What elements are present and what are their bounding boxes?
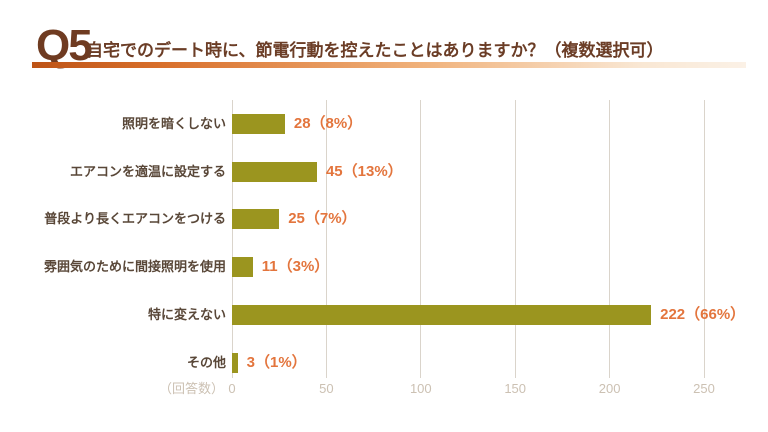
grid-line bbox=[420, 100, 422, 378]
bar bbox=[232, 305, 652, 325]
grid-line bbox=[703, 100, 705, 378]
category-label: 照明を暗くしない bbox=[121, 116, 226, 131]
axis-tick-label: 200 bbox=[598, 381, 621, 396]
value-label: 28（8%） bbox=[293, 115, 363, 132]
bar bbox=[232, 353, 238, 373]
axis-tick-label: 0 bbox=[228, 381, 236, 396]
bar bbox=[232, 114, 285, 134]
category-label: 特に変えない bbox=[147, 307, 226, 322]
axis-tick-label: 100 bbox=[409, 381, 432, 396]
grid-line bbox=[231, 100, 233, 378]
axis-unit-label: （回答数） bbox=[158, 381, 224, 396]
category-label: 普段より長くエアコンをつける bbox=[44, 211, 226, 226]
question-number: Q5 bbox=[36, 21, 93, 70]
bar bbox=[232, 209, 280, 229]
value-label: 45（13%） bbox=[325, 163, 403, 180]
bar bbox=[232, 162, 317, 182]
value-label: 11（3%） bbox=[261, 258, 330, 275]
axis-tick-label: 50 bbox=[319, 381, 334, 396]
grid-line bbox=[514, 100, 516, 378]
value-label: 3（1%） bbox=[246, 354, 307, 371]
question-text: 自宅でのデート時に、節電行動を控えたことはありますか？（複数選択可） bbox=[86, 41, 664, 60]
bar bbox=[232, 257, 253, 277]
grid-line bbox=[325, 100, 327, 378]
category-label: 雰囲気のために間接照明を使用 bbox=[43, 259, 226, 274]
category-label: エアコンを適温に設定する bbox=[69, 164, 226, 179]
grid-line bbox=[609, 100, 611, 378]
axis-tick-label: 250 bbox=[693, 381, 715, 396]
value-label: 222（66%） bbox=[660, 306, 746, 323]
header-underline-gradient bbox=[32, 62, 746, 68]
axis-tick-label: 150 bbox=[504, 381, 527, 396]
value-label: 25（7%） bbox=[288, 210, 357, 227]
category-label: その他 bbox=[186, 355, 226, 370]
